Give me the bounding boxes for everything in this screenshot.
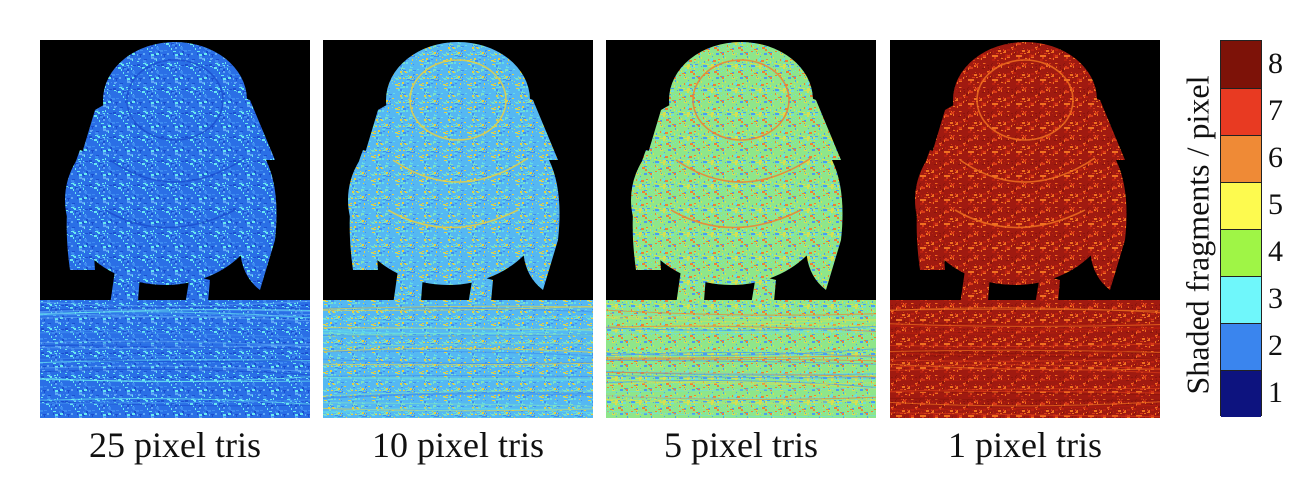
legend-swatch-2	[1221, 323, 1261, 370]
legend-tick-2: 2	[1268, 328, 1283, 362]
caption-10px: 10 pixel tris	[372, 425, 544, 465]
heatmap-panel-10px	[323, 40, 593, 418]
legend-swatch-5	[1221, 182, 1261, 229]
legend-swatch-6	[1221, 135, 1261, 182]
legend-tick-4: 4	[1268, 234, 1283, 268]
legend-tick-7: 7	[1268, 93, 1283, 127]
legend-swatch-1	[1221, 370, 1261, 417]
legend-tick-3: 3	[1268, 281, 1283, 315]
legend-swatch-4	[1221, 229, 1261, 276]
legend-title: Shaded fragments / pixel	[1172, 40, 1224, 430]
heatmap-panel-1px	[890, 40, 1160, 418]
legend-swatch-3	[1221, 276, 1261, 323]
legend-colorbar	[1220, 40, 1262, 417]
legend-tick-5: 5	[1268, 187, 1283, 221]
heatmap-panel-5px	[606, 40, 876, 418]
caption-5px: 5 pixel tris	[664, 425, 818, 465]
caption-25px: 25 pixel tris	[89, 425, 261, 465]
legend-swatch-8	[1221, 41, 1261, 88]
legend-tick-1: 1	[1268, 375, 1283, 409]
legend-tick-6: 6	[1268, 140, 1283, 174]
heatmap-panel-25px	[40, 40, 310, 418]
legend-tick-8: 8	[1268, 46, 1283, 80]
caption-1px: 1 pixel tris	[948, 425, 1102, 465]
legend-title-text: Shaded fragments / pixel	[1179, 75, 1216, 395]
legend-swatch-7	[1221, 88, 1261, 135]
